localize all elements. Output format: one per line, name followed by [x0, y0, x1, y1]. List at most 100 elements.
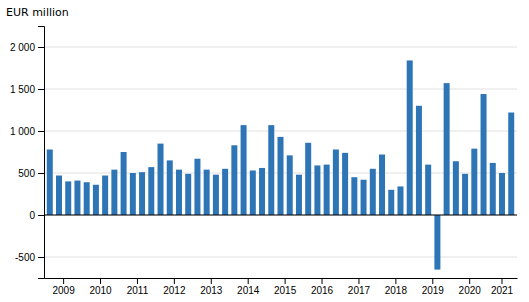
x-tick: 2019: [422, 278, 445, 296]
grid: [44, 47, 517, 257]
bar: [416, 106, 422, 215]
x-tick-label: 2009: [52, 285, 75, 296]
bar: [324, 165, 330, 215]
y-tick: 500: [18, 168, 44, 179]
bar: [296, 175, 302, 215]
grid-line: [44, 257, 517, 258]
x-tick-label: 2015: [274, 285, 297, 296]
bar: [250, 170, 256, 215]
x-tick-mark: [248, 278, 249, 284]
x-tick-mark: [137, 278, 138, 284]
bar: [84, 182, 90, 215]
grid-line: [44, 215, 517, 216]
x-tick-mark: [502, 278, 503, 284]
bar: [314, 165, 320, 215]
x-tick-label: 2019: [422, 285, 445, 296]
bar: [74, 181, 80, 215]
bar: [204, 170, 210, 215]
bars: [47, 60, 514, 269]
x-tick-label: 2014: [237, 285, 260, 296]
bar: [176, 170, 182, 215]
x-tick-mark: [358, 278, 359, 284]
x-tick: 2013: [200, 278, 223, 296]
y-tick: 1 500: [10, 84, 44, 95]
bar: [287, 155, 293, 215]
bar: [194, 159, 200, 215]
bar: [47, 149, 53, 215]
y-tick-label: 2 000: [10, 42, 35, 53]
zero-line: [44, 215, 517, 216]
bar: [305, 143, 311, 215]
bar: [508, 113, 514, 215]
y-tick-label: 0: [29, 210, 35, 221]
x-tick-mark: [285, 278, 286, 284]
bar: [278, 137, 284, 215]
bar: [65, 181, 71, 215]
bar: [121, 152, 127, 215]
y-tick-label: 1 000: [10, 126, 35, 137]
y-tick-mark: [38, 89, 44, 90]
x-tick: 2017: [348, 278, 371, 296]
y-axis: -500 0 500 1 000 1 500 2 000: [10, 27, 45, 279]
y-tick: 1 000: [10, 126, 44, 137]
x-tick: 2016: [311, 278, 334, 296]
chart: -50005001 0001 5002 00020092010201120122…: [0, 0, 529, 302]
y-tick-mark: [38, 257, 44, 258]
bar: [490, 163, 496, 215]
x-tick-mark: [395, 278, 396, 284]
bar: [444, 83, 450, 215]
bar: [425, 165, 431, 215]
bar: [213, 175, 219, 215]
x-tick-label: 2011: [127, 285, 149, 296]
bar: [268, 125, 274, 215]
x-tick-label: 2010: [89, 285, 112, 296]
bar: [481, 94, 487, 215]
x-tick: 2018: [385, 278, 408, 296]
bar: [333, 149, 339, 215]
bar: [185, 174, 191, 215]
y-tick: 0: [29, 210, 44, 221]
bar: [407, 60, 413, 215]
x-tick-mark: [63, 278, 64, 284]
x-tick-label: 2013: [200, 285, 223, 296]
x-tick-label: 2012: [163, 285, 186, 296]
bar: [259, 168, 265, 215]
x-tick: 2011: [127, 278, 149, 296]
bar: [351, 177, 357, 215]
y-tick-label: -500: [15, 252, 35, 263]
bar: [388, 190, 394, 215]
bar: [158, 144, 164, 215]
y-tick-mark: [38, 173, 44, 174]
x-tick-mark: [469, 278, 470, 284]
bar: [241, 125, 247, 215]
y-tick-label: 1 500: [10, 84, 35, 95]
bar: [397, 186, 403, 215]
y-tick: -500: [15, 252, 44, 263]
bar: [462, 174, 468, 215]
bar: [434, 215, 440, 270]
y-tick-mark: [38, 131, 44, 132]
x-tick: 2009: [52, 278, 75, 296]
bar: [56, 176, 62, 215]
x-tick-label: 2017: [348, 285, 371, 296]
x-tick-mark: [100, 278, 101, 284]
y-tick: 2 000: [10, 42, 44, 53]
x-tick: 2014: [237, 278, 260, 296]
y-tick-mark: [38, 215, 44, 216]
bar: [130, 173, 136, 215]
bar: [231, 145, 237, 215]
x-tick-label: 2018: [385, 285, 408, 296]
y-tick-label: 500: [18, 168, 35, 179]
x-tick-label: 2020: [459, 285, 482, 296]
bar: [453, 161, 459, 215]
bar: [471, 149, 477, 215]
bar: [222, 169, 228, 215]
y-axis-label: EUR million: [6, 6, 69, 19]
x-tick: 2015: [274, 278, 297, 296]
bar: [361, 180, 367, 215]
plot: -50005001 0001 5002 00020092010201120122…: [10, 27, 518, 297]
x-axis: 2009 2010 2011 2012 2013 2014 2015 2016 2017 2018…: [45, 278, 518, 296]
bar: [139, 172, 145, 215]
x-tick: 2010: [89, 278, 112, 296]
bar: [379, 155, 385, 215]
